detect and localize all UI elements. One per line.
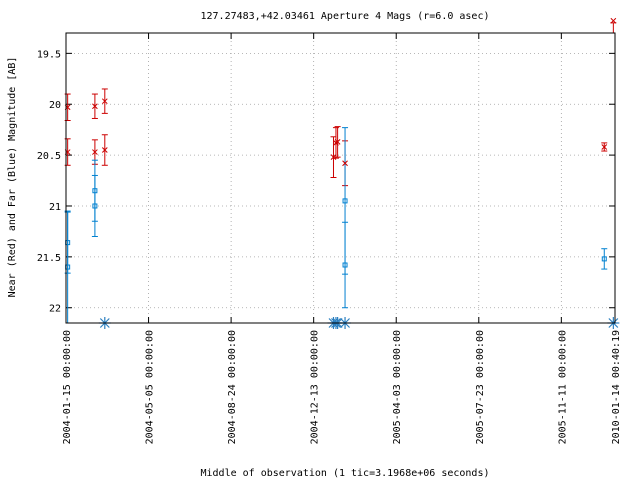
near-point-stroke bbox=[342, 160, 348, 167]
axis-ticks: 19.5 20 20.5 21 21.5 22 2004-01-15 00:00:00 200… bbox=[37, 33, 622, 444]
near-point-stroke bbox=[92, 103, 98, 110]
near-point bbox=[601, 144, 608, 150]
y-axis-label: Near (Red) and Far (Blue) Magnitude [AB] bbox=[7, 57, 18, 298]
near-point bbox=[92, 149, 98, 155]
near-point bbox=[334, 139, 341, 145]
error-bar bbox=[91, 174, 98, 238]
plot-frame bbox=[65, 32, 616, 324]
x-tick-label: 2004-08-24 00:00:00 bbox=[227, 330, 238, 444]
far-point bbox=[342, 198, 348, 204]
y-tick-label: 22 bbox=[49, 304, 61, 315]
far-point bbox=[601, 256, 607, 262]
error-bars bbox=[64, 22, 617, 323]
error-bar bbox=[342, 221, 349, 309]
x-tick-label: 2004-12-13 00:00:00 bbox=[310, 330, 321, 444]
near-point bbox=[101, 98, 108, 105]
y-tick-label: 20 bbox=[49, 100, 61, 111]
near-point-stroke bbox=[92, 149, 98, 155]
x-tick-label: 2005-07-23 00:00:00 bbox=[475, 330, 486, 444]
y-tick-label: 19.5 bbox=[37, 49, 61, 60]
x-tick-label: 2005-11-11 00:00:00 bbox=[557, 330, 568, 444]
x-tick-label: 2004-01-15 00:00:00 bbox=[62, 330, 73, 444]
near-point bbox=[342, 160, 348, 167]
y-tick-label: 20.5 bbox=[37, 151, 61, 162]
near-point-stroke bbox=[101, 98, 108, 105]
error-bar bbox=[601, 248, 608, 270]
x-tick-label: 2005-04-03 00:00:00 bbox=[392, 330, 403, 444]
x-axis-label: Middle of observation (1 tic=3.1968e+06 … bbox=[201, 468, 490, 479]
near-point bbox=[330, 154, 337, 160]
far-point bbox=[92, 203, 98, 209]
near-point-stroke bbox=[334, 139, 341, 145]
near-point bbox=[92, 103, 98, 110]
near-point-stroke bbox=[601, 144, 608, 150]
near-point-stroke bbox=[330, 154, 337, 160]
near-point-stroke bbox=[610, 17, 617, 24]
y-tick-label: 21.5 bbox=[37, 253, 61, 264]
y-tick-label: 21 bbox=[49, 202, 61, 213]
near-point bbox=[610, 17, 617, 24]
near-point bbox=[101, 147, 108, 153]
far-point bbox=[342, 262, 348, 268]
grid bbox=[66, 33, 615, 323]
chart-title: 127.27483,+42.03461 Aperture 4 Mags (r=6… bbox=[201, 11, 490, 22]
far-point bbox=[92, 188, 98, 194]
error-bar bbox=[610, 22, 617, 33]
x-tick-label: 2004-05-05 00:00:00 bbox=[145, 330, 156, 444]
x-tick-label: 2010-01-14 00:40:19 bbox=[611, 330, 622, 444]
near-point-stroke bbox=[101, 147, 108, 153]
